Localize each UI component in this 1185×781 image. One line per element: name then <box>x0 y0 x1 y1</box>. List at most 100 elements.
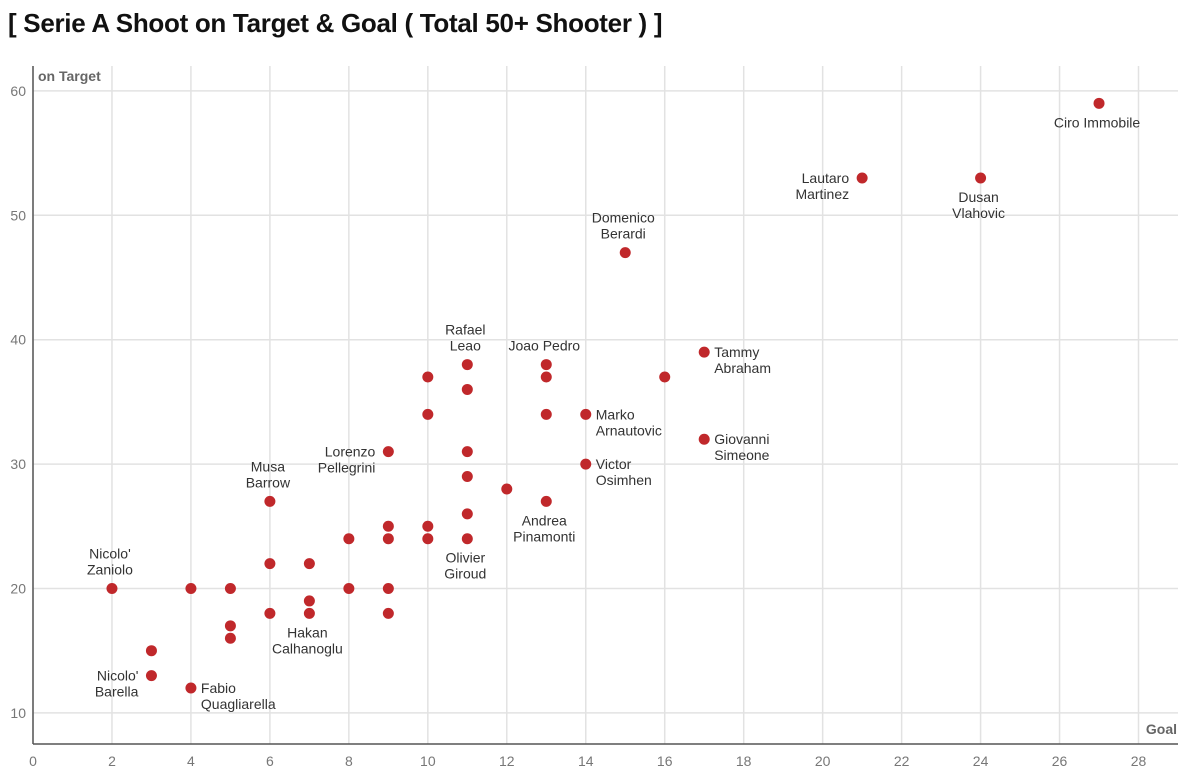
point-label: Lautaro Martinez <box>795 170 849 202</box>
point-label-line: Dusan <box>958 189 998 205</box>
scatter-point <box>422 408 434 420</box>
scatter-point <box>461 383 473 395</box>
point-label-line: Marko <box>596 406 635 422</box>
scatter-point <box>1093 97 1105 109</box>
point-label-line: Pinamonti <box>513 528 575 544</box>
point-label-line: Abraham <box>714 360 771 376</box>
point-label-line: Fabio <box>201 680 236 696</box>
point-label-line: Zaniolo <box>87 561 133 577</box>
point-label-line: Lorenzo <box>325 444 376 460</box>
point-label: Ciro Immobile <box>1054 114 1141 130</box>
scatter-point <box>540 371 552 383</box>
scatter-point <box>224 632 236 644</box>
point-label: Nicolo' Barella <box>95 668 139 700</box>
scatter-point <box>224 582 236 594</box>
y-tick-label: 40 <box>10 332 26 348</box>
point-label-line: Musa <box>251 458 285 474</box>
scatter-point <box>461 471 473 483</box>
point-label-line: Joao Pedro <box>508 338 580 354</box>
y-tick-label: 50 <box>10 207 26 223</box>
scatter-point <box>975 172 987 184</box>
scatter-point <box>422 371 434 383</box>
point-label-line: Tammy <box>714 344 759 360</box>
point-label-line: Victor <box>596 456 632 472</box>
scatter-point <box>382 520 394 532</box>
point-label-line: Quagliarella <box>201 696 276 712</box>
point-label-line: Olivier <box>445 550 485 566</box>
x-tick-label: 24 <box>973 753 989 769</box>
scatter-point <box>106 582 118 594</box>
scatter-point <box>461 359 473 371</box>
scatter-point <box>303 607 315 619</box>
point-label-line: Pellegrini <box>318 460 376 476</box>
point-label-line: Martinez <box>795 186 849 202</box>
x-tick-label: 2 <box>108 753 116 769</box>
scatter-point <box>224 620 236 632</box>
scatter-point <box>619 247 631 259</box>
scatter-point <box>264 607 276 619</box>
point-labels: Ciro Immobile Lautaro Martinez Dusan Vlahovi… <box>87 114 1140 712</box>
scatter-point <box>382 607 394 619</box>
x-tick-label: 4 <box>187 753 195 769</box>
x-tick-label: 0 <box>29 753 37 769</box>
scatter-point <box>382 446 394 458</box>
x-tick-label: 14 <box>578 753 594 769</box>
point-label: Hakan Calhanoglu <box>272 624 343 656</box>
point-label: Tammy Abraham <box>714 344 771 376</box>
scatter-point <box>264 495 276 507</box>
x-tick-label: 12 <box>499 753 515 769</box>
x-tick-label: 6 <box>266 753 274 769</box>
point-label: Lorenzo Pellegrini <box>318 444 376 476</box>
y-tick-label: 10 <box>10 705 26 721</box>
scatter-point <box>303 595 315 607</box>
point-label-line: Berardi <box>601 226 646 242</box>
scatter-point <box>422 533 434 545</box>
point-label-line: Osimhen <box>596 472 652 488</box>
x-tick-label: 26 <box>1052 753 1068 769</box>
scatter-point <box>540 495 552 507</box>
x-tick-label: 10 <box>420 753 436 769</box>
point-label-line: Rafael <box>445 322 485 338</box>
point-label-line: Simeone <box>714 447 769 463</box>
point-label: Giovanni Simeone <box>714 431 769 463</box>
point-label-line: Nicolo' <box>97 668 139 684</box>
x-tick-label: 8 <box>345 753 353 769</box>
point-label-line: Arnautovic <box>596 422 662 438</box>
scatter-point <box>382 582 394 594</box>
scatter-point <box>185 682 197 694</box>
point-label-line: Hakan <box>287 624 327 640</box>
point-label: Musa Barrow <box>246 458 291 490</box>
scatter-point <box>343 533 355 545</box>
point-label-line: Giroud <box>444 566 486 582</box>
x-tick-label: 16 <box>657 753 673 769</box>
scatter-point <box>145 645 157 657</box>
y-axis-label: on Target <box>38 68 101 84</box>
point-label-line: Andrea <box>522 512 567 528</box>
chart-title: [ Serie A Shoot on Target & Goal ( Total… <box>8 8 663 38</box>
scatter-point <box>343 582 355 594</box>
scatter-point <box>303 558 315 570</box>
point-label-line: Nicolo' <box>89 545 131 561</box>
scatter-point <box>856 172 868 184</box>
scatter-point <box>698 346 710 358</box>
scatter-point <box>580 408 592 420</box>
point-label-line: Giovanni <box>714 431 769 447</box>
scatter-point <box>580 458 592 470</box>
x-axis-label: Goal <box>1146 721 1177 737</box>
point-label: Nicolo' Zaniolo <box>87 545 133 577</box>
scatter-point <box>185 582 197 594</box>
scatter-point <box>659 371 671 383</box>
data-points <box>106 97 1105 694</box>
y-tick-label: 60 <box>10 83 26 99</box>
point-label: Andrea Pinamonti <box>513 512 575 544</box>
point-label: Domenico Berardi <box>592 210 655 242</box>
grid-lines <box>32 66 1178 744</box>
scatter-point <box>422 520 434 532</box>
point-label-line: Leao <box>450 338 481 354</box>
y-tick-label: 30 <box>10 456 26 472</box>
x-tick-label: 20 <box>815 753 831 769</box>
scatter-point <box>461 446 473 458</box>
scatter-point <box>540 359 552 371</box>
